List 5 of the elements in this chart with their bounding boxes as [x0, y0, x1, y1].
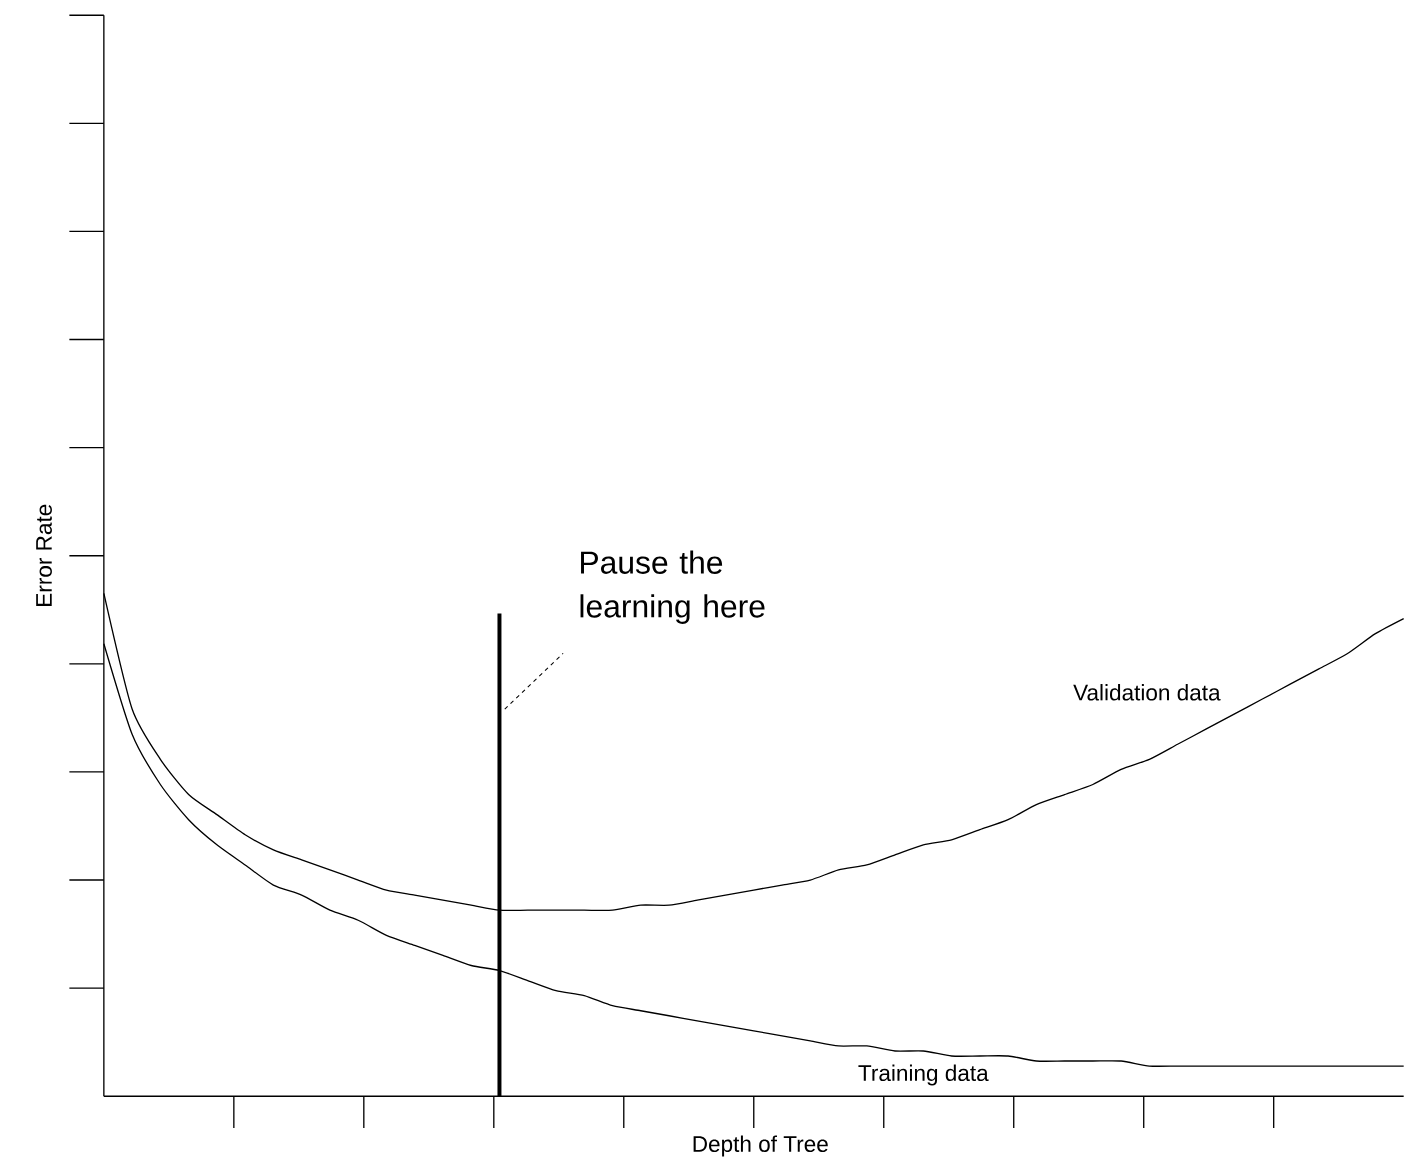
annotation: Pause the learning here [580, 550, 765, 625]
x-axis-title: Depth of Tree [693, 1135, 828, 1157]
series-label: Validation data [1073, 684, 1221, 701]
y-axis-title: Error Rate [36, 504, 52, 606]
series-label: Training data [858, 1064, 989, 1086]
